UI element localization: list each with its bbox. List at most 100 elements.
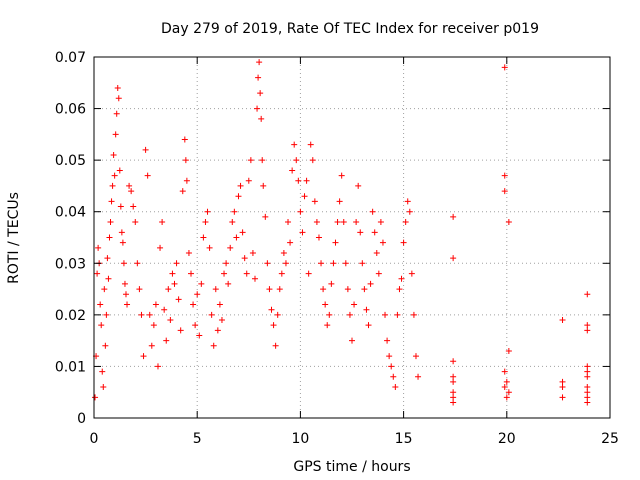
data-point — [94, 270, 101, 277]
data-point — [121, 280, 128, 287]
data-point — [450, 373, 457, 380]
data-point — [584, 399, 591, 406]
data-point — [324, 322, 331, 329]
data-point — [120, 260, 127, 267]
data-point — [505, 347, 512, 354]
data-point — [251, 275, 258, 282]
data-point — [159, 219, 166, 226]
data-point — [503, 378, 510, 385]
data-point — [103, 311, 110, 318]
data-point — [241, 255, 248, 262]
data-point — [216, 301, 223, 308]
data-point — [196, 332, 203, 339]
data-point — [394, 311, 401, 318]
data-point — [175, 296, 182, 303]
data-point — [260, 182, 267, 189]
data-point — [367, 280, 374, 287]
data-point — [113, 110, 120, 117]
grid-lines — [94, 57, 610, 418]
data-point — [192, 322, 199, 329]
data-point — [295, 177, 302, 184]
data-point — [505, 389, 512, 396]
data-point — [136, 286, 143, 293]
data-point — [254, 105, 261, 112]
data-point — [167, 317, 174, 324]
data-point — [270, 322, 277, 329]
data-point — [118, 229, 125, 236]
data-point — [406, 208, 413, 215]
data-point — [377, 219, 384, 226]
data-point — [239, 229, 246, 236]
data-point — [100, 384, 107, 391]
data-point — [384, 337, 391, 344]
data-point — [99, 368, 106, 375]
data-point — [408, 270, 415, 277]
data-point — [165, 286, 172, 293]
data-point — [410, 311, 417, 318]
data-point — [307, 141, 314, 148]
data-point — [398, 275, 405, 282]
data-point — [140, 353, 147, 360]
data-point — [245, 177, 252, 184]
data-point — [584, 389, 591, 396]
data-point — [400, 239, 407, 246]
data-point — [221, 270, 228, 277]
data-point — [110, 151, 117, 158]
data-point — [249, 249, 256, 256]
data-point — [204, 208, 211, 215]
y-tick-label: 0.01 — [55, 359, 86, 375]
data-point — [227, 244, 234, 251]
data-point — [106, 234, 113, 241]
data-point — [285, 219, 292, 226]
data-point — [212, 286, 219, 293]
data-point — [450, 358, 457, 365]
data-point — [318, 260, 325, 267]
data-point — [287, 239, 294, 246]
data-point — [584, 363, 591, 370]
data-point — [396, 286, 403, 293]
data-point — [181, 136, 188, 143]
data-point — [559, 317, 566, 324]
data-point — [379, 239, 386, 246]
y-tick-label: 0.04 — [55, 205, 86, 221]
data-point — [402, 219, 409, 226]
data-point — [359, 260, 366, 267]
data-point — [116, 167, 123, 174]
data-point — [559, 378, 566, 385]
data-point — [584, 322, 591, 329]
data-point — [111, 172, 118, 179]
y-tick-label: 0 — [77, 411, 86, 427]
data-point — [415, 373, 422, 380]
data-point — [235, 193, 242, 200]
data-point — [305, 270, 312, 277]
data-point — [108, 198, 115, 205]
x-tick-label: 15 — [395, 431, 413, 447]
data-point — [152, 301, 159, 308]
data-point — [334, 219, 341, 226]
data-point — [95, 244, 102, 251]
data-point — [412, 353, 419, 360]
data-point — [124, 301, 131, 308]
data-point — [346, 311, 353, 318]
data-point — [202, 219, 209, 226]
y-tick-label: 0.07 — [55, 50, 86, 66]
x-axis-label: GPS time / hours — [293, 459, 410, 475]
data-point — [309, 157, 316, 164]
data-point — [142, 146, 149, 153]
data-point — [259, 157, 266, 164]
data-point — [117, 203, 124, 210]
data-point — [114, 84, 121, 91]
data-point — [146, 311, 153, 318]
data-point — [276, 286, 283, 293]
data-point — [297, 208, 304, 215]
data-point — [132, 219, 139, 226]
data-point — [233, 234, 240, 241]
data-point — [501, 368, 508, 375]
data-point — [148, 342, 155, 349]
data-point — [450, 399, 457, 406]
data-point — [182, 157, 189, 164]
data-point — [105, 275, 112, 282]
data-point — [104, 255, 111, 262]
data-point — [109, 182, 116, 189]
data-point — [278, 270, 285, 277]
